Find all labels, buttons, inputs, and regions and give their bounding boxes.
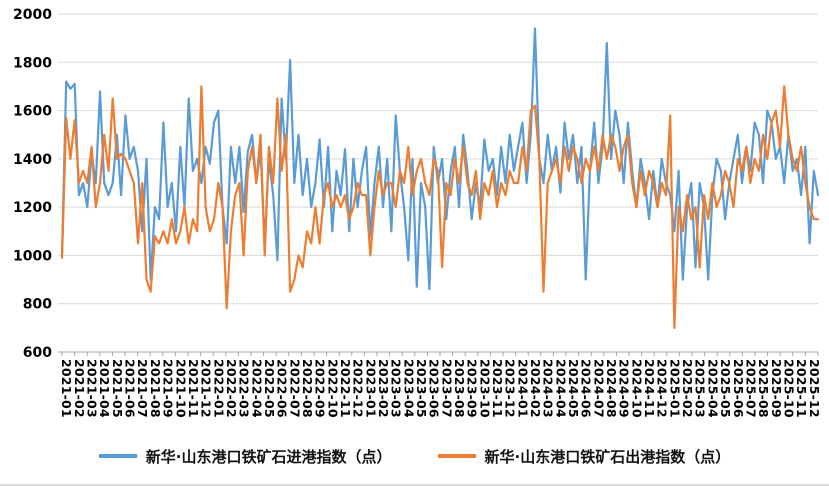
x-axis-tick-label: 2022-07 [287, 359, 302, 418]
series-line-1 [60, 85, 820, 329]
x-axis-tick-label: 2023-09 [465, 359, 480, 418]
x-axis-tick-label: 2022-01 [211, 359, 226, 418]
x-axis-tick-label: 2025-08 [756, 359, 771, 418]
x-axis-tick-label: 2023-04 [401, 359, 416, 418]
x-axis-tick-label: 2023-10 [477, 359, 492, 418]
x-axis-tick-label: 2024-10 [629, 359, 644, 418]
x-axis-tick-label: 2021-01 [59, 359, 74, 418]
x-axis-tick-label: 2024-04 [553, 359, 568, 418]
x-axis-tick-label: 2025-04 [705, 359, 720, 418]
x-axis-tick-label: 2024-09 [617, 359, 632, 418]
y-axis-tick-label: 1200 [13, 200, 52, 216]
y-axis-tick-label: 1600 [13, 104, 52, 120]
x-axis-tick-label: 2021-03 [85, 359, 100, 418]
x-axis-tick-label: 2021-12 [199, 359, 214, 418]
x-axis-tick-label: 2022-12 [351, 359, 366, 418]
x-axis-tick-label: 2021-05 [110, 359, 125, 418]
legend-label-outbound: 新华·山东港口铁矿石出港指数（点） [484, 447, 731, 466]
x-axis-tick-label: 2024-03 [541, 359, 556, 418]
x-axis-tick-label: 2022-05 [262, 359, 277, 418]
x-axis-tick-label: 2024-06 [579, 359, 594, 418]
legend-item-inbound-index: 新华·山东港口铁矿石进港指数（点） [98, 446, 392, 467]
x-axis-tick-label: 2023-05 [414, 359, 429, 418]
x-axis-tick-label: 2024-07 [591, 359, 606, 418]
x-axis-tick-label: 2025-12 [807, 359, 822, 418]
chart-legend: 新华·山东港口铁矿石进港指数（点） 新华·山东港口铁矿石出港指数（点） [0, 432, 829, 484]
x-axis-tick-label: 2024-08 [604, 359, 619, 418]
x-axis-tick-label: 2023-07 [439, 359, 454, 418]
x-axis-tick-label: 2021-10 [173, 359, 188, 418]
x-axis-tick-label: 2022-10 [325, 359, 340, 418]
x-axis-tick-label: 2021-02 [72, 359, 87, 418]
x-axis-tick-label: 2025-03 [693, 359, 708, 418]
x-axis-tick-label: 2023-11 [490, 359, 505, 418]
x-axis-tick-label: 2022-11 [338, 359, 353, 418]
x-axis-tick-label: 2025-10 [781, 359, 796, 418]
x-axis-tick-label: 2025-11 [794, 359, 809, 418]
line-chart: 6008001000120014001600180020002021-01202… [13, 7, 822, 418]
x-axis-tick-label: 2023-01 [363, 359, 378, 418]
x-axis-tick-label: 2024-02 [528, 359, 543, 418]
legend-item-outbound-index: 新华·山东港口铁矿石出港指数（点） [437, 446, 731, 467]
x-axis-tick-label: 2024-05 [566, 359, 581, 418]
x-axis-tick-label: 2022-09 [313, 359, 328, 418]
x-axis-tick-label: 2023-12 [503, 359, 518, 418]
x-axis-tick-label: 2022-08 [300, 359, 315, 418]
x-axis-tick-label: 2025-05 [718, 359, 733, 418]
series-line-0 [60, 27, 820, 291]
x-axis-tick-label: 2022-04 [249, 359, 264, 418]
x-axis-tick-label: 2023-02 [376, 359, 391, 418]
legend-swatch-outbound-line [437, 454, 476, 458]
x-axis-tick-label: 2022-03 [237, 359, 252, 418]
x-axis-tick-label: 2024-11 [642, 359, 657, 418]
x-axis-tick-label: 2025-09 [769, 359, 784, 418]
x-axis-tick-label: 2022-02 [224, 359, 239, 418]
x-axis-tick-label: 2021-04 [97, 359, 112, 418]
x-axis-tick-label: 2025-02 [680, 359, 695, 418]
x-axis-tick-label: 2021-06 [123, 359, 138, 418]
x-axis-tick-label: 2021-08 [148, 359, 163, 418]
x-axis-tick-label: 2022-06 [275, 359, 290, 418]
x-axis-tick-label: 2025-06 [731, 359, 746, 418]
x-axis-tick-label: 2025-01 [667, 359, 682, 418]
x-axis-tick-label: 2021-07 [135, 359, 150, 418]
x-axis-tick-label: 2025-07 [743, 359, 758, 418]
x-axis-tick-label: 2021-11 [186, 359, 201, 418]
x-axis-tick-label: 2021-09 [161, 359, 176, 418]
y-axis-tick-label: 800 [23, 297, 52, 313]
x-axis-tick-label: 2024-01 [515, 359, 530, 418]
x-axis-tick-label: 2023-06 [427, 359, 442, 418]
x-axis-tick-label: 2023-03 [389, 359, 404, 418]
legend-swatch-inbound-line [98, 454, 137, 458]
y-axis-tick-label: 1000 [13, 248, 52, 264]
y-axis-tick-label: 1400 [13, 152, 52, 168]
y-axis-tick-label: 600 [23, 345, 52, 361]
y-axis-tick-label: 1800 [13, 55, 52, 71]
legend-label-inbound: 新华·山东港口铁矿石进港指数（点） [145, 447, 392, 466]
x-axis-tick-label: 2023-08 [452, 359, 467, 418]
y-axis-tick-label: 2000 [13, 7, 52, 23]
x-axis-tick-label: 2024-12 [655, 359, 670, 418]
